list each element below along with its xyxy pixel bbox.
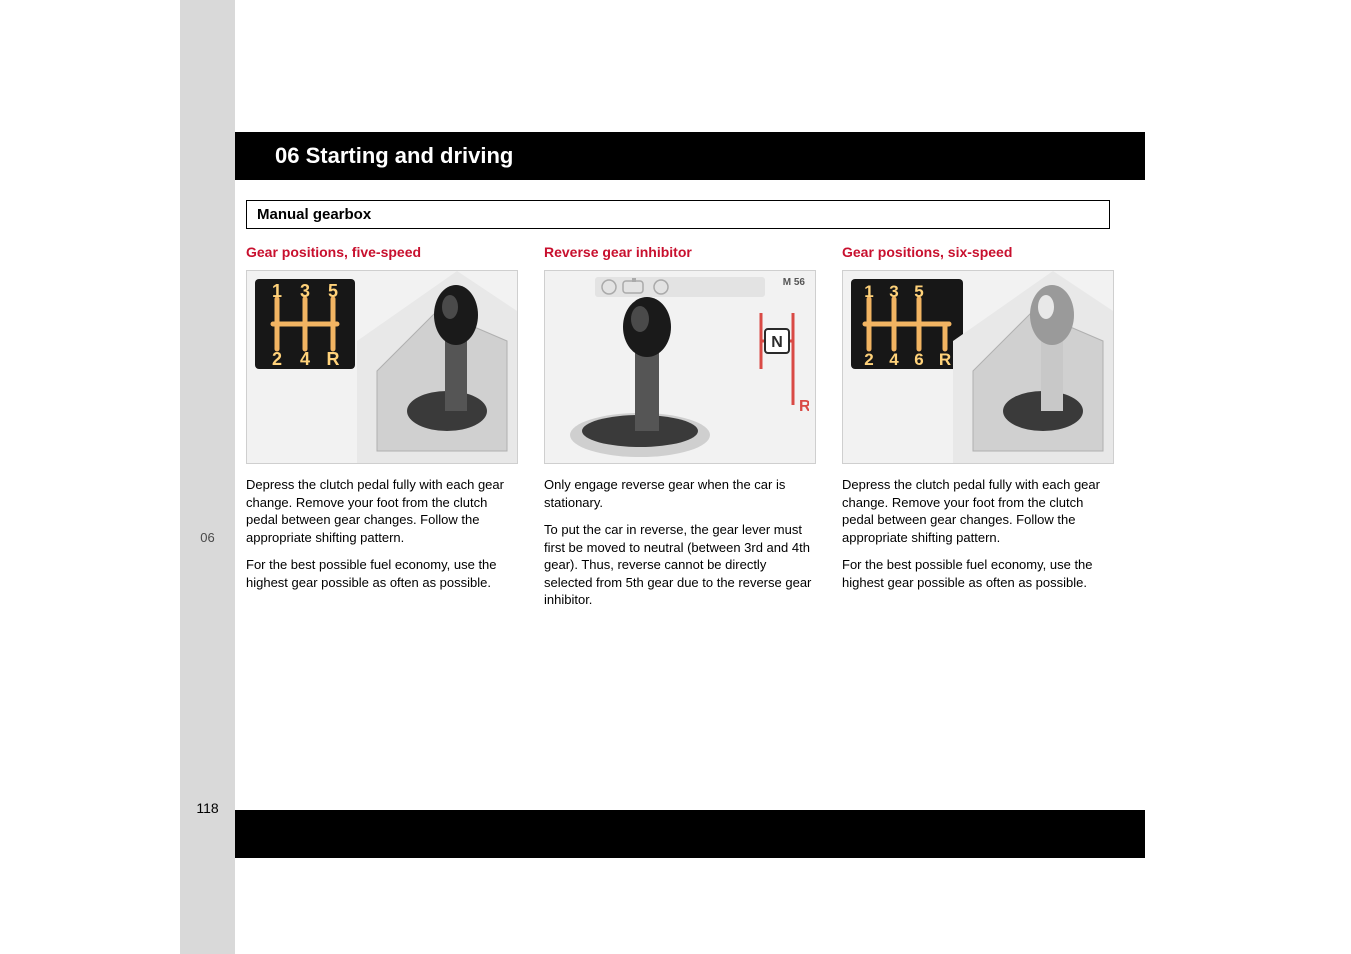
- heading-six-speed: Gear positions, six-speed: [842, 244, 1114, 260]
- heading-five-speed: Gear positions, five-speed: [246, 244, 518, 260]
- gear-panel-5speed: 1 3 5 2 4 R: [255, 279, 355, 369]
- section-heading-box: Manual gearbox: [246, 200, 1110, 229]
- gear-panel-6speed: 1 3 5 2 4 6 R: [851, 279, 963, 369]
- footer-bar: [235, 810, 1145, 858]
- inhibitor-model-label: M 56: [783, 277, 805, 288]
- para-6speed-2: For the best possible fuel economy, use …: [842, 556, 1114, 591]
- gear6-r: R: [939, 350, 951, 369]
- para-inhibitor-1: Only engage reverse gear when the car is…: [544, 476, 816, 511]
- para-inhibitor-2: To put the car in reverse, the gear leve…: [544, 521, 816, 609]
- section-heading: Manual gearbox: [257, 206, 1099, 223]
- gear-lever-6speed-illustration: [953, 271, 1113, 464]
- n-label: N: [771, 334, 783, 351]
- figure-five-speed: 1 3 5 2 4 R: [246, 270, 518, 464]
- para-6speed-1: Depress the clutch pedal fully with each…: [842, 476, 1114, 546]
- para-5speed-2: For the best possible fuel economy, use …: [246, 556, 518, 591]
- gear6-3: 3: [889, 282, 898, 301]
- content-columns: Gear positions, five-speed 1 3 5 2: [246, 244, 1112, 619]
- gear6-5: 5: [914, 282, 923, 301]
- page: 06 118 06 Starting and driving Manual ge…: [0, 0, 1351, 954]
- sidebar: 06 118: [180, 0, 235, 954]
- r-label: R: [799, 398, 809, 415]
- gear-2: 2: [272, 349, 282, 369]
- gear-1: 1: [272, 281, 282, 301]
- heading-reverse-inhibitor: Reverse gear inhibitor: [544, 244, 816, 260]
- gear6-4: 4: [889, 350, 899, 369]
- sidebar-chapter-number: 06: [180, 530, 235, 545]
- figure-reverse-inhibitor: M 56 N R: [544, 270, 816, 464]
- figure-six-speed: 1 3 5 2 4 6 R: [842, 270, 1114, 464]
- inhibitor-path-diagram: N R: [753, 305, 809, 415]
- gear-4: 4: [300, 349, 310, 369]
- gear-lever-inhibitor-illustration: [545, 295, 755, 464]
- dashboard-strip: [595, 277, 765, 297]
- gear6-1: 1: [864, 282, 873, 301]
- page-number: 118: [180, 800, 235, 816]
- column-six-speed: Gear positions, six-speed 1 3 5: [842, 244, 1114, 619]
- column-five-speed: Gear positions, five-speed 1 3 5 2: [246, 244, 518, 619]
- gear-lever-illustration: [357, 271, 517, 464]
- gear-r: R: [327, 349, 340, 369]
- gear-3: 3: [300, 281, 310, 301]
- gear6-6: 6: [914, 350, 923, 369]
- gear6-2: 2: [864, 350, 873, 369]
- chapter-header-bar: 06 Starting and driving: [235, 132, 1145, 180]
- chapter-title: 06 Starting and driving: [275, 143, 513, 169]
- gear-5: 5: [328, 281, 338, 301]
- para-5speed-1: Depress the clutch pedal fully with each…: [246, 476, 518, 546]
- column-reverse-inhibitor: Reverse gear inhibitor M 56: [544, 244, 816, 619]
